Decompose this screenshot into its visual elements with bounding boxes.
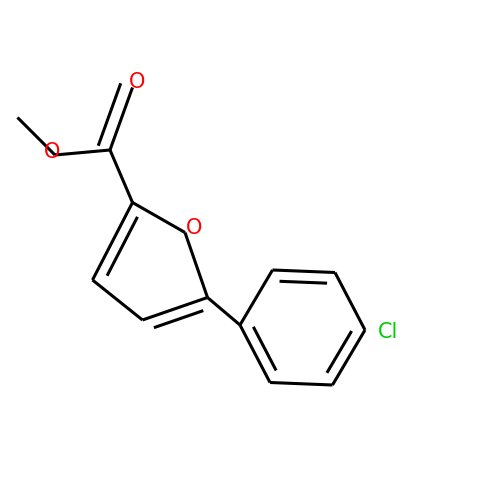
Text: O: O: [44, 142, 60, 163]
Text: O: O: [186, 218, 202, 238]
Text: O: O: [130, 72, 146, 92]
Text: Cl: Cl: [378, 322, 398, 342]
